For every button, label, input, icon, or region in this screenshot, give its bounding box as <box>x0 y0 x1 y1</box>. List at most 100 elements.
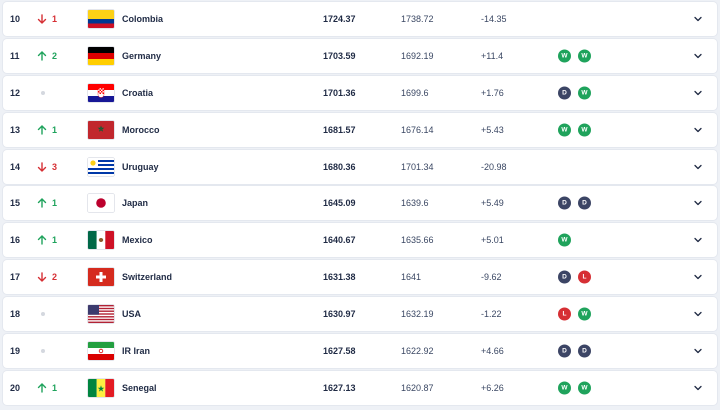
points-difference: +6.26 <box>481 382 504 393</box>
chevron-down-icon[interactable] <box>693 272 703 282</box>
previous-points: 1641 <box>401 272 422 283</box>
chevron-down-icon[interactable] <box>693 346 703 356</box>
rank-change: 1 <box>36 13 57 25</box>
form-badge: W <box>578 123 591 137</box>
ranking-row-mexico[interactable]: 16 1 Mexico 1640.67 1635.66 +5.01 W <box>3 223 717 258</box>
total-points: 1701.36 <box>323 87 356 98</box>
rank-number: 19 <box>10 346 21 357</box>
rank-change: 2 <box>36 50 57 62</box>
total-points: 1681.57 <box>323 124 356 135</box>
country-name[interactable]: Uruguay <box>122 161 159 172</box>
rank-number: 17 <box>10 272 21 283</box>
rank-number: 14 <box>10 161 21 172</box>
chevron-down-icon[interactable] <box>693 162 703 172</box>
rank-change: 1 <box>36 382 57 394</box>
total-points: 1640.67 <box>323 235 356 246</box>
rank-number: 16 <box>10 235 21 246</box>
total-points: 1703.59 <box>323 50 356 61</box>
previous-points: 1699.6 <box>401 87 429 98</box>
ranking-row-senegal[interactable]: 20 1 Senegal 1627.13 1620.87 +6.26 W W <box>3 370 717 405</box>
form-badge: W <box>578 86 591 100</box>
previous-points: 1622.92 <box>401 346 434 357</box>
form-badge: D <box>578 344 591 358</box>
points-difference: -9.62 <box>481 272 502 283</box>
total-points: 1627.58 <box>323 346 356 357</box>
morocco-flag-icon <box>88 120 114 139</box>
form-badge: D <box>558 86 571 100</box>
ranking-row-switzerland[interactable]: 17 2 Switzerland 1631.38 1641 -9.62 D L <box>3 260 717 295</box>
previous-points: 1639.6 <box>401 198 429 209</box>
country-name[interactable]: USA <box>122 309 142 320</box>
total-points: 1680.36 <box>323 161 356 172</box>
points-difference: +11.4 <box>481 50 504 61</box>
chevron-down-icon[interactable] <box>693 88 703 98</box>
chevron-down-icon[interactable] <box>693 51 703 61</box>
ranking-table: 10 1 Colombia 1724.37 1738.72 -14.35 11 2 German… <box>3 2 717 405</box>
rank-change-value: 3 <box>52 161 58 172</box>
chevron-down-icon[interactable] <box>693 125 703 135</box>
arrow-up-icon <box>37 198 47 209</box>
arrow-down-icon <box>37 161 47 172</box>
rank-change: 1 <box>36 234 57 246</box>
country-name[interactable]: Japan <box>122 198 149 209</box>
total-points: 1627.13 <box>323 382 356 393</box>
country-name[interactable]: Colombia <box>122 14 164 24</box>
ranking-row-uruguay[interactable]: 14 3 Uruguay 1680.36 1701.34 -20.98 <box>3 149 717 184</box>
rank-change-value: 2 <box>52 50 58 61</box>
previous-points: 1738.72 <box>401 14 434 24</box>
points-difference: +5.43 <box>481 124 504 135</box>
arrow-up-icon <box>37 51 47 61</box>
total-points: 1724.37 <box>323 14 356 24</box>
country-name[interactable]: Germany <box>122 50 162 61</box>
ranking-row-colombia[interactable]: 10 1 Colombia 1724.37 1738.72 -14.35 <box>3 2 717 36</box>
rank-number: 13 <box>10 124 21 135</box>
country-name[interactable]: Morocco <box>122 124 160 135</box>
ranking-row-morocco[interactable]: 13 1 Morocco 1681.57 1676.14 +5.43 W W <box>3 112 717 147</box>
country-name[interactable]: Switzerland <box>122 272 173 283</box>
form-badge: L <box>578 270 591 284</box>
ranking-row-croatia[interactable]: 12 Croatia 1701.36 1699.6 +1.76 D W <box>3 75 717 110</box>
rank-number: 18 <box>10 309 21 320</box>
rank-number: 10 <box>10 14 21 24</box>
country-name[interactable]: Croatia <box>122 87 154 98</box>
points-difference: -1.22 <box>481 309 502 320</box>
ranking-row-germany[interactable]: 11 2 Germany 1703.59 1692.19 +11.4 W W <box>3 38 717 73</box>
form-badge: D <box>578 196 591 210</box>
rank-number: 11 <box>10 50 20 61</box>
form-badge: W <box>558 381 571 395</box>
japan-flag-icon <box>88 194 114 213</box>
ranking-row-usa[interactable]: 18 USA 1630.97 1632.19 -1.22 L W <box>3 297 717 332</box>
rank-change: 3 <box>36 161 57 173</box>
rank-change <box>36 349 45 354</box>
rank-number: 20 <box>10 382 21 393</box>
total-points: 1645.09 <box>323 198 356 209</box>
rank-number: 12 <box>10 87 21 98</box>
rank-change <box>36 312 45 317</box>
country-name[interactable]: IR Iran <box>122 346 151 357</box>
rank-number: 15 <box>10 198 21 209</box>
chevron-down-icon[interactable] <box>693 235 703 245</box>
previous-points: 1701.34 <box>401 161 434 172</box>
rank-change: 1 <box>36 124 57 136</box>
total-points: 1631.38 <box>323 272 356 283</box>
rank-change-value: 2 <box>52 272 58 283</box>
chevron-down-icon[interactable] <box>693 309 703 319</box>
chevron-down-icon[interactable] <box>693 383 703 393</box>
uruguay-flag-icon <box>88 157 114 176</box>
chevron-down-icon[interactable] <box>693 198 703 208</box>
ranking-row-ir-iran[interactable]: 19 IR Iran 1627.58 1622.92 +4.66 D D <box>3 334 717 369</box>
country-name[interactable]: Mexico <box>122 235 153 246</box>
form-badge: W <box>558 49 571 63</box>
ranking-row-japan[interactable]: 15 1 Japan 1645.09 1639.6 +5.49 D D <box>3 186 717 221</box>
form-badge: D <box>558 196 571 210</box>
rank-change <box>36 90 45 95</box>
arrow-up-icon <box>37 235 47 246</box>
chevron-down-icon[interactable] <box>693 14 703 24</box>
switzerland-flag-icon <box>88 268 114 287</box>
country-name[interactable]: Senegal <box>122 382 157 393</box>
